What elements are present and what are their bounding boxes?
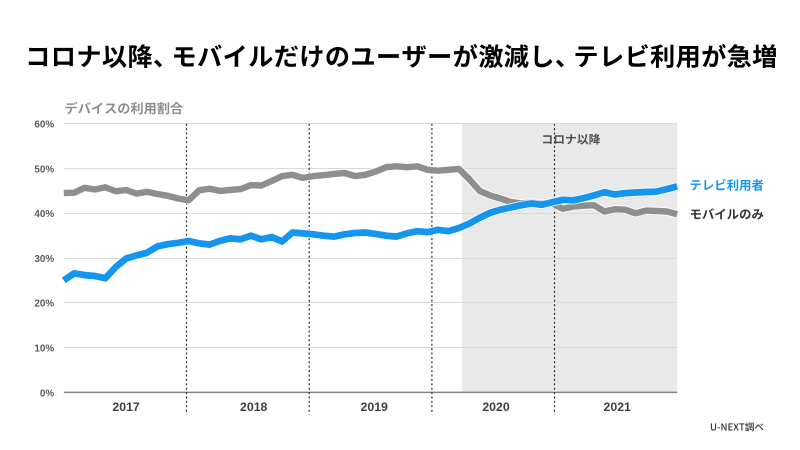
svg-text:2018: 2018 [240, 400, 268, 414]
svg-text:50%: 50% [34, 164, 54, 175]
svg-text:2021: 2021 [604, 400, 632, 414]
svg-text:2019: 2019 [361, 400, 389, 414]
svg-text:60%: 60% [34, 120, 54, 131]
svg-text:0%: 0% [40, 388, 54, 399]
svg-text:2020: 2020 [482, 400, 510, 414]
svg-text:40%: 40% [34, 209, 54, 220]
svg-text:30%: 30% [34, 254, 54, 265]
svg-text:2017: 2017 [112, 400, 140, 414]
svg-text:10%: 10% [34, 344, 54, 355]
svg-text:20%: 20% [34, 299, 54, 310]
